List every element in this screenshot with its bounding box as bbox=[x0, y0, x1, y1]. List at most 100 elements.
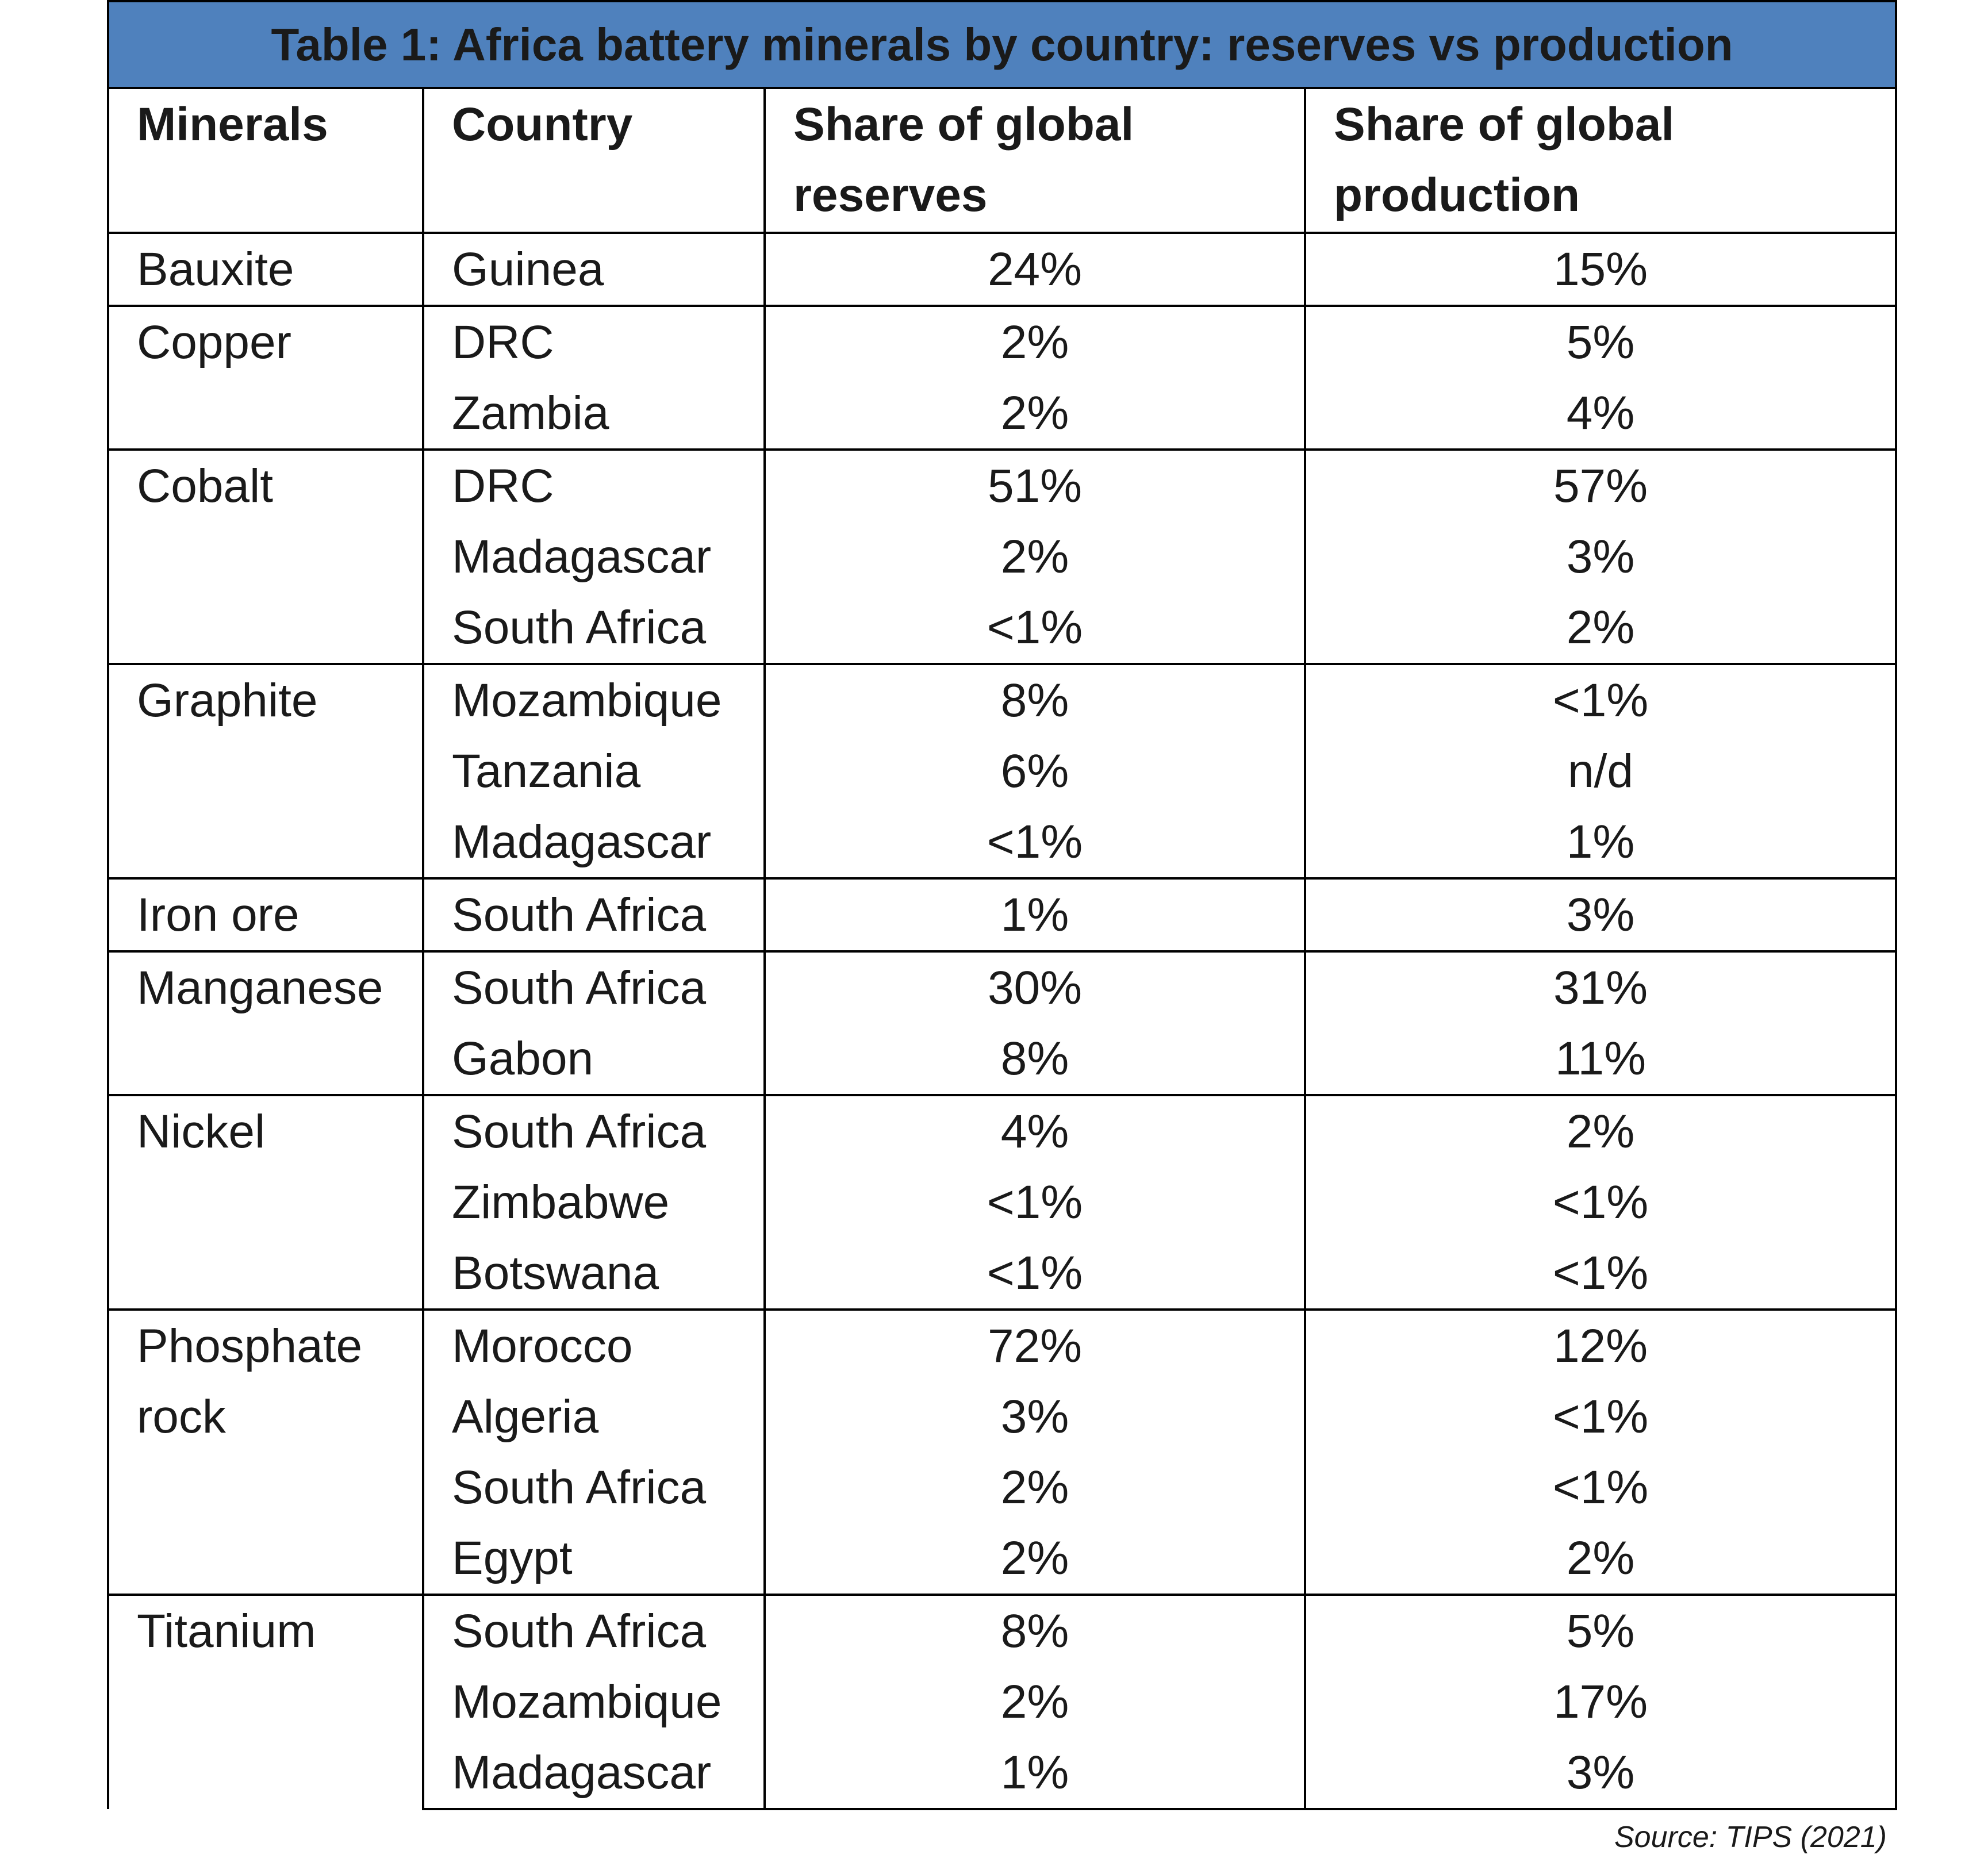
share-cell: 6% bbox=[763, 736, 1306, 807]
share-cell: 4% bbox=[1303, 378, 1898, 450]
data-row: Mozambique 2% 17% bbox=[108, 1667, 1898, 1737]
mineral-cell: Iron ore bbox=[107, 877, 424, 951]
data-row: Madagascar 2% 3% bbox=[108, 521, 1898, 592]
share-cell: <1% bbox=[763, 1167, 1306, 1238]
share-cell: 3% bbox=[1303, 877, 1898, 951]
data-row: Madagascar 1% 3% bbox=[108, 1737, 1898, 1810]
data-row: Egypt 2% 2% bbox=[108, 1523, 1898, 1595]
share-cell: 30% bbox=[763, 950, 1306, 1023]
data-row: Copper DRC 2% 5% bbox=[107, 305, 1898, 450]
country-cell: South Africa bbox=[422, 877, 766, 951]
data-row: Bauxite Guinea 24% 15% bbox=[107, 232, 1898, 306]
data-row: Madagascar <1% 1% bbox=[108, 807, 1898, 878]
share-cell: 57% bbox=[1303, 448, 1898, 521]
data-row: Manganese South Africa 30% 31% bbox=[107, 950, 1898, 1095]
share-cell: 17% bbox=[1303, 1667, 1898, 1737]
share-cell: <1% bbox=[1303, 1452, 1898, 1523]
share-cell: 8% bbox=[763, 1594, 1306, 1667]
column-header: Country bbox=[422, 88, 766, 234]
data-row: Nickel South Africa 4% 2% bbox=[107, 1094, 1898, 1310]
share-cell: <1% bbox=[763, 592, 1306, 664]
share-cell: <1% bbox=[1303, 1381, 1898, 1452]
mineral-cell: Titanium bbox=[107, 1594, 424, 1809]
country-cell: Madagascar bbox=[422, 807, 766, 878]
share-cell: 11% bbox=[1303, 1023, 1898, 1095]
country-cell: Madagascar bbox=[422, 521, 766, 592]
share-cell: 2% bbox=[763, 305, 1306, 378]
share-cell: 24% bbox=[763, 232, 1306, 306]
mineral-cell: Cobalt bbox=[107, 448, 424, 664]
source-note: Source: TIPS (2021) bbox=[1614, 1821, 1887, 1854]
country-cell: Madagascar bbox=[422, 1737, 766, 1810]
country-cell: DRC bbox=[422, 305, 766, 378]
table-title: Table 1: Africa battery minerals by coun… bbox=[106, 0, 1898, 89]
share-cell: 2% bbox=[763, 1523, 1306, 1595]
data-row: Cobalt DRC 51% 57% bbox=[107, 448, 1898, 664]
share-cell: 2% bbox=[1303, 1094, 1898, 1167]
share-cell: n/d bbox=[1303, 736, 1898, 807]
share-cell: 2% bbox=[1303, 1523, 1898, 1595]
data-row: Zimbabwe <1% <1% bbox=[108, 1167, 1898, 1238]
share-cell: <1% bbox=[1303, 1238, 1898, 1310]
mineral-cell: Phosphate rock bbox=[107, 1308, 424, 1595]
country-cell: South Africa bbox=[422, 1452, 766, 1523]
share-cell: 15% bbox=[1303, 232, 1898, 306]
share-cell: <1% bbox=[763, 1238, 1306, 1310]
country-cell: Morocco bbox=[422, 1308, 766, 1381]
mineral-cell: Graphite bbox=[107, 663, 424, 878]
share-cell: 1% bbox=[763, 877, 1306, 951]
share-cell: 72% bbox=[763, 1308, 1306, 1381]
country-cell: Mozambique bbox=[422, 663, 766, 736]
share-cell: <1% bbox=[1303, 1167, 1898, 1238]
share-cell: 5% bbox=[1303, 305, 1898, 378]
share-cell: 1% bbox=[1303, 807, 1898, 878]
country-cell: Tanzania bbox=[422, 736, 766, 807]
share-cell: 3% bbox=[1303, 521, 1898, 592]
country-cell: South Africa bbox=[422, 950, 766, 1023]
column-header: Share of global production bbox=[1303, 88, 1898, 234]
country-cell: Algeria bbox=[422, 1381, 766, 1452]
country-cell: Zimbabwe bbox=[422, 1167, 766, 1238]
share-cell: 3% bbox=[763, 1381, 1306, 1452]
data-row: Titanium South Africa 8% 5% bbox=[107, 1594, 1898, 1809]
share-cell: 8% bbox=[763, 663, 1306, 736]
share-cell: 2% bbox=[763, 521, 1306, 592]
share-cell: 8% bbox=[763, 1023, 1306, 1095]
data-row: Phosphate rock Morocco 72% 12% bbox=[107, 1308, 1898, 1595]
share-cell: 31% bbox=[1303, 950, 1898, 1023]
share-cell: 51% bbox=[763, 448, 1306, 521]
data-row: South Africa <1% 2% bbox=[108, 592, 1898, 664]
country-cell: Guinea bbox=[422, 232, 766, 306]
share-cell: 3% bbox=[1303, 1737, 1898, 1810]
share-cell: 12% bbox=[1303, 1308, 1898, 1381]
data-row: Botswana <1% <1% bbox=[108, 1238, 1898, 1310]
country-cell: Zambia bbox=[422, 378, 766, 450]
country-cell: Gabon bbox=[422, 1023, 766, 1095]
data-row: Iron ore South Africa 1% 3% bbox=[107, 877, 1898, 951]
data-row: Zambia 2% 4% bbox=[108, 378, 1898, 450]
share-cell: 4% bbox=[763, 1094, 1306, 1167]
country-cell: Mozambique bbox=[422, 1667, 766, 1737]
minerals-table: Table 1: Africa battery minerals by coun… bbox=[106, 0, 1898, 1810]
data-row: Gabon 8% 11% bbox=[108, 1023, 1898, 1095]
share-cell: 2% bbox=[763, 1452, 1306, 1523]
share-cell: <1% bbox=[763, 807, 1306, 878]
table-wrap: Table 1: Africa battery minerals by coun… bbox=[106, 0, 1898, 1810]
data-row: Algeria 3% <1% bbox=[108, 1381, 1898, 1452]
share-cell: 5% bbox=[1303, 1594, 1898, 1667]
data-row: South Africa 2% <1% bbox=[108, 1452, 1898, 1523]
mineral-cell: Bauxite bbox=[107, 232, 424, 306]
share-cell: 1% bbox=[763, 1737, 1306, 1810]
mineral-cell: Copper bbox=[107, 305, 424, 450]
country-cell: Egypt bbox=[422, 1523, 766, 1595]
title-row: Table 1: Africa battery minerals by coun… bbox=[106, 0, 1898, 89]
country-cell: South Africa bbox=[422, 592, 766, 664]
mineral-cell: Manganese bbox=[107, 950, 424, 1095]
country-cell: South Africa bbox=[422, 1094, 766, 1167]
data-row: Graphite Mozambique 8% <1% bbox=[107, 663, 1898, 878]
country-cell: South Africa bbox=[422, 1594, 766, 1667]
country-cell: DRC bbox=[422, 448, 766, 521]
column-header: Share of global reserves bbox=[763, 88, 1306, 234]
share-cell: 2% bbox=[763, 378, 1306, 450]
